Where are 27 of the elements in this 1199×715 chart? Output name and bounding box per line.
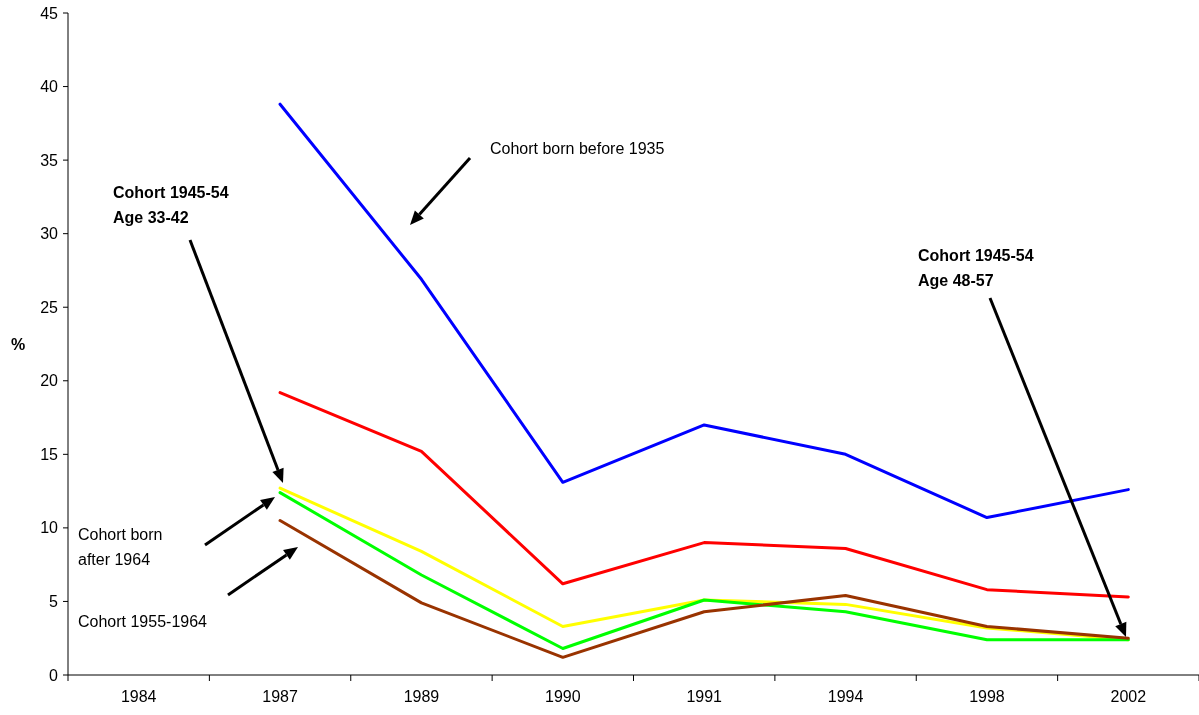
annotation: Cohort 1945-54 Age 33-42 [113, 184, 229, 226]
line-series [278, 102, 1130, 520]
annotation: Cohort born after 1964 [78, 526, 163, 568]
y-tick-label: 20 [40, 372, 59, 390]
x-tick-label: 1994 [827, 688, 864, 705]
x-tick-label: 1998 [969, 688, 1005, 705]
y-tick-label: 35 [40, 151, 59, 169]
line-series [278, 519, 1130, 659]
line-series [278, 391, 1130, 599]
y-tick-label: 0 [49, 666, 59, 684]
x-tick-label: 1984 [120, 688, 157, 705]
y-tick-label: 40 [40, 78, 59, 96]
y-tick-label: 45 [40, 4, 59, 22]
y-tick-label: 25 [40, 298, 59, 316]
y-tick-label: 30 [40, 225, 59, 243]
x-tick-label: 2002 [1110, 688, 1147, 705]
x-tick-label: 1989 [403, 688, 440, 705]
y-axis-title: % [10, 335, 26, 353]
x-tick-label: 1987 [262, 688, 298, 705]
x-tick-label: 1991 [686, 688, 723, 705]
y-tick-label: 10 [40, 519, 59, 537]
x-tick-label: 1990 [545, 688, 581, 705]
annotation: Cohort 1945-54 Age 48-57 [918, 247, 1034, 289]
y-tick-label: 15 [40, 445, 59, 463]
y-tick-label: 5 [49, 593, 59, 611]
annotation: Cohort 1955-1964 [78, 613, 208, 630]
annotation: Cohort born before 1935 [490, 140, 665, 157]
